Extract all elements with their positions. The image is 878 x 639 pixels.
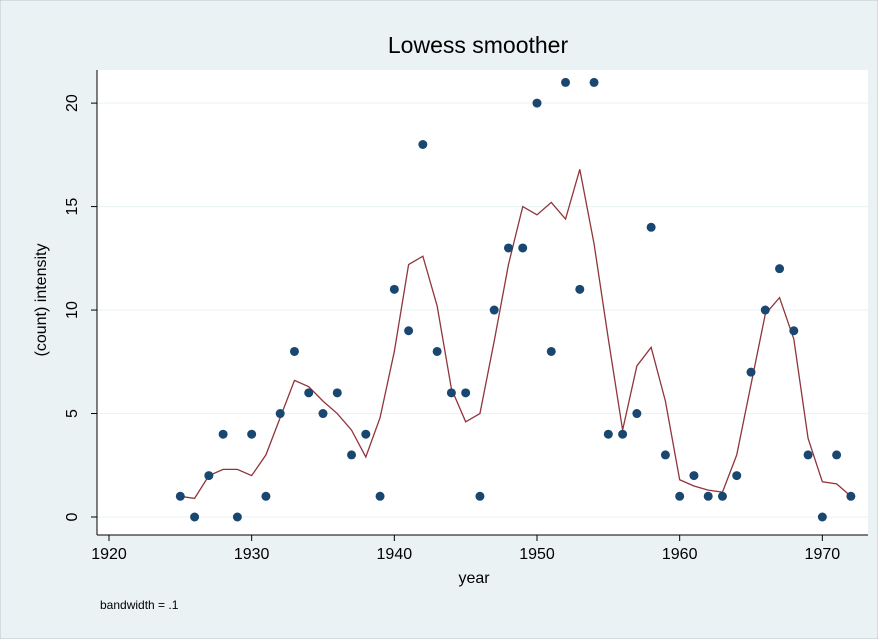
point [275, 409, 285, 419]
point [817, 512, 827, 522]
point [247, 429, 257, 439]
point [775, 264, 785, 274]
point [204, 471, 214, 481]
point [760, 305, 770, 315]
point [489, 305, 499, 315]
y-tick-label: 5 [64, 409, 81, 418]
y-tick-label: 10 [64, 301, 81, 319]
x-axis-label: year [458, 570, 490, 587]
point [832, 450, 842, 460]
point [261, 491, 271, 501]
point [503, 243, 513, 253]
point [304, 388, 314, 398]
chart-title: Lowess smoother [388, 32, 569, 58]
point [546, 346, 556, 356]
point [561, 77, 571, 87]
x-tick-label: 1970 [805, 546, 841, 563]
x-tick-label: 1960 [662, 546, 698, 563]
x-tick-label: 1940 [377, 546, 413, 563]
point [175, 491, 185, 501]
point [703, 491, 713, 501]
point [232, 512, 242, 522]
x-tick-label: 1950 [519, 546, 555, 563]
point [190, 512, 200, 522]
y-tick-label: 0 [64, 512, 81, 521]
point [646, 222, 656, 232]
point [789, 326, 799, 336]
x-tick-label: 1920 [91, 546, 127, 563]
point [389, 284, 399, 294]
point [432, 346, 442, 356]
point [803, 450, 813, 460]
point [632, 409, 642, 419]
point [404, 326, 414, 336]
point [717, 491, 727, 501]
point [418, 139, 428, 149]
point [603, 429, 613, 439]
point [618, 429, 628, 439]
point [375, 491, 385, 501]
point [332, 388, 342, 398]
point [347, 450, 357, 460]
note: bandwidth = .1 [100, 598, 179, 612]
point [660, 450, 670, 460]
lowess-line [180, 169, 852, 500]
point [846, 491, 856, 501]
point [732, 471, 742, 481]
point [675, 491, 685, 501]
point [746, 367, 756, 377]
y-axis-label: (count) intensity [33, 244, 50, 357]
point [575, 284, 585, 294]
plot-area [97, 70, 868, 535]
point [532, 98, 542, 108]
point [361, 429, 371, 439]
y-tick-label: 15 [64, 198, 81, 216]
point [589, 77, 599, 87]
point [461, 388, 471, 398]
point [518, 243, 528, 253]
x-tick-label: 1930 [234, 546, 270, 563]
point [689, 471, 699, 481]
point [218, 429, 228, 439]
point [446, 388, 456, 398]
point [475, 491, 485, 501]
point [318, 409, 328, 419]
y-tick-label: 20 [64, 94, 81, 112]
point [289, 346, 299, 356]
